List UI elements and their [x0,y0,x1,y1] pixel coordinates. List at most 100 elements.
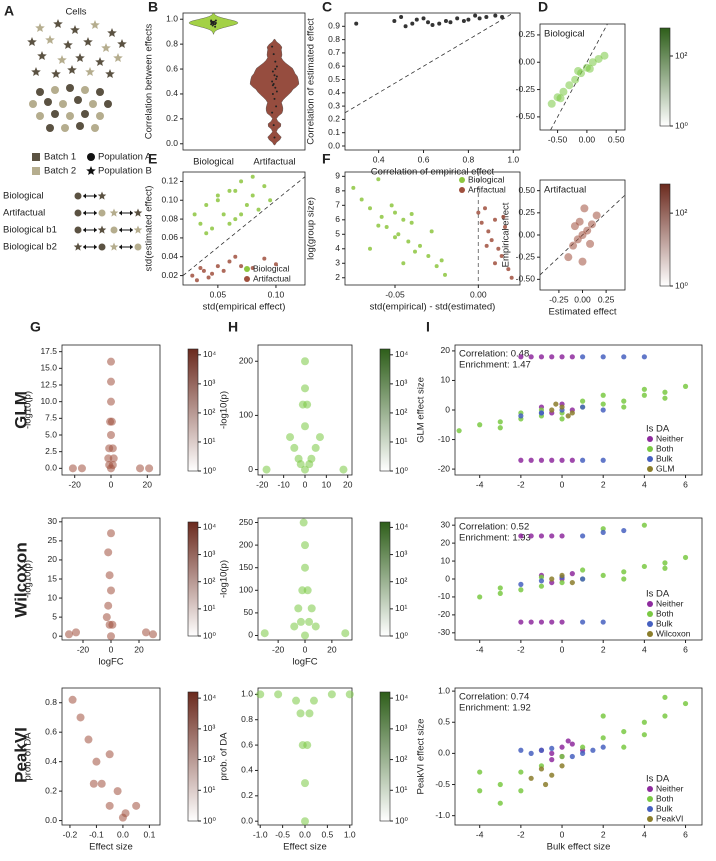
point [476,210,481,215]
point [600,354,606,360]
x-tick-label: -4 [476,479,484,489]
density-point [301,357,309,366]
violin-point [275,90,278,93]
panel-letter: D [538,0,548,15]
y-tick-label: 0.0 [45,463,57,473]
x-tick-label: 0.10 [268,289,285,299]
y-tick-label: -20 [438,463,451,473]
violin [249,39,300,146]
density-point [303,586,312,595]
point [518,354,524,360]
y-tick-label: -1.0 [435,810,450,820]
y-tick-label: 1.0 [438,685,450,695]
point [206,275,211,280]
point [477,422,483,428]
y-tick-label: 9 [335,171,340,181]
point [641,386,647,392]
cell-icon [61,124,69,132]
colorbar-tick-label: 10² [395,576,407,586]
point [518,619,524,625]
violin-point [272,53,275,56]
legend-title: Is DA [646,589,670,600]
diagram-title: Cells [65,7,86,18]
point [621,744,627,750]
legend-marker [87,153,95,161]
x-tick-label: -20 [77,644,90,654]
point [198,266,203,271]
point [559,744,565,750]
point [493,261,497,266]
violin-point [272,124,275,127]
x-tick-label: 0.05 [210,289,227,299]
violin-point [271,92,274,95]
point [538,747,545,753]
point [538,410,545,416]
colorbar-tick-label: 10² [395,754,407,764]
density-point [108,620,117,629]
y-tick-label: 7 [335,200,340,210]
point [580,567,586,573]
y-tick-label: 20 [441,537,451,547]
point [497,781,503,788]
point [250,266,255,271]
star-icon [97,191,107,200]
y-tick-label: 0.4 [328,87,340,97]
point [559,763,565,769]
point [549,407,555,413]
point [389,203,394,208]
density-point [286,433,295,442]
x-tick-label: 10 [322,479,332,489]
y-tick-label: 0.7 [328,47,340,57]
point [503,225,507,230]
annotation: Enrichment: 1.93 [459,533,531,544]
x-tick-label: 1.0 [344,829,356,839]
point [210,226,215,231]
density-point [136,464,145,473]
y-tick-label: 50 [244,607,254,617]
density-point [311,622,320,631]
x-tick-label: 4 [642,829,647,839]
legend-label: Batch 2 [44,166,76,177]
panel-letter: H [228,319,238,335]
point [549,757,555,763]
y-tick-label: 5 [335,229,340,239]
cell-icon [91,124,99,132]
point [621,404,627,410]
legend-marker [647,456,653,462]
point [484,14,489,19]
star-icon [95,57,105,66]
star-icon [107,28,117,37]
point [600,735,606,741]
plot-title: Artifactual [544,185,586,196]
point [477,16,482,21]
point [227,188,232,193]
point [509,275,514,280]
y-tick-label: 0.1 [328,127,340,137]
y-tick-label: 0 [248,464,253,474]
point [621,527,627,534]
legend-marker [647,611,653,617]
star-icon [105,69,115,78]
x-tick-label: 2 [601,829,606,839]
legend-label: Neither [656,598,684,608]
annotation: Enrichment: 1.47 [459,360,531,371]
point [233,217,238,222]
x-axis-label: std(empirical) - std(estimated) [370,302,496,313]
arrow-head [83,244,97,250]
density-point [77,464,86,473]
point [528,775,534,781]
point [192,212,197,217]
point [621,354,627,360]
y-tick-label: 15.0 [40,363,57,373]
point [401,217,406,222]
cell-icon [36,112,44,120]
point [559,753,565,760]
y-axis-label: PeakVI effect size [416,719,427,795]
point [194,278,199,283]
violin-point [271,45,274,48]
x-tick-label: 4 [642,644,647,654]
point [497,419,503,425]
colorbar-tick-label: 10² [203,576,215,586]
y-tick-label: 7.5 [45,413,57,423]
violin-point [274,86,277,89]
